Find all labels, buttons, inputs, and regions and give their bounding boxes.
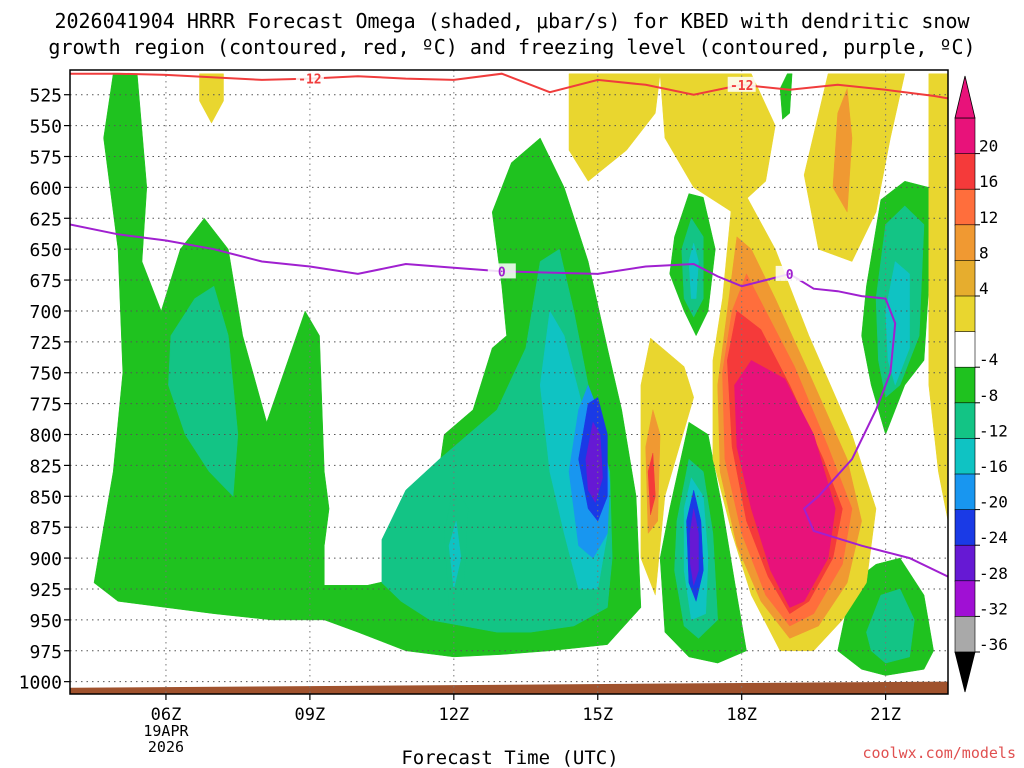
colorbar-label-13: -36 (979, 635, 1008, 654)
omega-region-right-small-green (779, 73, 793, 120)
omega-region-purple-17z-lower (689, 508, 699, 586)
colorbar-label-3: 8 (979, 243, 989, 262)
colorbar-label-1: 16 (979, 172, 998, 191)
colorbar-bin-2 (954, 188, 976, 226)
x-date-label-0: 19APR (143, 722, 189, 740)
colorbar-bin-12 (954, 544, 976, 582)
omega-region-mid-red-16z (647, 452, 656, 515)
y-tick-label-775: 775 (29, 395, 62, 416)
freezing-level-contour-label-1: 0 (786, 268, 794, 283)
y-tick-label-525: 525 (29, 86, 62, 107)
colorbar-label-5: -4 (979, 350, 998, 369)
colorbar-bin-0 (954, 117, 976, 155)
colorbar-label-0: 20 (979, 137, 998, 156)
omega-region-far-right-yellow (928, 73, 948, 522)
temperature-contours: -12 -12 0 0 (70, 70, 948, 578)
y-tick-label-850: 850 (29, 487, 62, 508)
colorbar-label-12: -32 (979, 599, 1008, 618)
x-date-label-1: 2026 (148, 738, 184, 756)
colorbar-bin-1 (954, 153, 976, 191)
colorbar-label-7: -12 (979, 421, 1008, 440)
colorbar-top-arrow (954, 75, 976, 119)
dendritic-contour-label-bg-0 (295, 70, 324, 86)
dendritic-contour-label-bg-1 (727, 76, 756, 92)
omega-region-right-teal-lower (866, 588, 915, 664)
freezing-level-contour-label-bg-1 (775, 265, 804, 281)
plot-gridlines (70, 70, 948, 694)
colorbar-label-4: 4 (979, 279, 989, 298)
colorbar-label-10: -24 (979, 528, 1008, 547)
x-tick-label-09Z: 09Z (295, 705, 326, 725)
x-tick-label-21Z: 21Z (870, 705, 901, 725)
dendritic-contour-label-1: -12 (730, 79, 753, 94)
colorbar-bin-8 (954, 402, 976, 440)
y-tick-label-600: 600 (29, 178, 62, 199)
omega-region-main-magenta (734, 360, 836, 608)
colorbar-bin-13 (954, 580, 976, 618)
y-tick-label-800: 800 (29, 426, 62, 447)
ground-surface (70, 681, 948, 694)
y-tick-label-825: 825 (29, 456, 62, 477)
y-tick-label-700: 700 (29, 302, 62, 323)
freezing-level-contour-label-0: 0 (498, 265, 506, 280)
dendritic-contour-label-0: -12 (298, 73, 321, 88)
colorbar-bin-10 (954, 473, 976, 511)
y-tick-label-575: 575 (29, 147, 62, 168)
plot-frame (69, 69, 949, 695)
y-tick-label-1000: 1000 (19, 673, 62, 694)
colorbar-bin-6 (954, 331, 976, 369)
omega-region-right-orange (832, 88, 853, 213)
colorbar-bin-3 (954, 224, 976, 262)
freezing-level-contour-line (70, 223, 948, 578)
colorbar-bin-5 (954, 295, 976, 333)
y-tick-label-975: 975 (29, 642, 62, 663)
x-tick-label-12Z: 12Z (438, 705, 469, 725)
dendritic-contour-line (70, 72, 948, 100)
freezing-level-contour-label-bg-0 (487, 263, 516, 279)
omega-region-top-small-yellow (199, 73, 224, 124)
chart-title-line1: 2026041904 HRRR Forecast Omega (shaded, … (54, 9, 970, 33)
y-tick-label-725: 725 (29, 333, 62, 354)
colorbar-label-11: -28 (979, 564, 1008, 583)
colorbar-bin-14 (954, 616, 976, 653)
y-tick-label-950: 950 (29, 611, 62, 632)
y-tick-label-875: 875 (29, 518, 62, 539)
omega-region-upper-yellow-a (568, 73, 661, 182)
colorbar-label-2: 12 (979, 208, 998, 227)
omega-region-center-purple (585, 421, 603, 504)
colorbar-label-9: -20 (979, 493, 1008, 512)
colorbar-bottom-arrow (954, 651, 976, 693)
x-axis-label: Forecast Time (UTC) (401, 747, 618, 768)
ground-fill (70, 681, 948, 694)
y-tick-label-750: 750 (29, 364, 62, 385)
omega-region-right-yellow (803, 73, 906, 262)
colorbar-bin-9 (954, 438, 976, 475)
y-tick-label-650: 650 (29, 240, 62, 261)
colorbar-bin-11 (954, 509, 976, 547)
x-tick-label-18Z: 18Z (726, 705, 757, 725)
credit-text: coolwx.com/models (862, 744, 1016, 762)
y-tick-label-900: 900 (29, 549, 62, 570)
x-tick-label-06Z: 06Z (151, 705, 182, 725)
colorbar: 20 16 12 8 4 -4 -8 -12 -16 -20 -24 -28 -32 -36 (954, 75, 1008, 693)
colorbar-bin-7 (954, 366, 976, 404)
x-tick-label-15Z: 15Z (582, 705, 613, 725)
chart-title-line2: growth region (contoured, red, ºC) and f… (48, 35, 975, 59)
y-tick-label-550: 550 (29, 117, 62, 138)
omega-region-mid-yellow-16z (640, 337, 694, 596)
omega-shading (93, 73, 948, 676)
y-tick-label-625: 625 (29, 209, 62, 230)
colorbar-bin-4 (954, 260, 976, 297)
y-tick-label-925: 925 (29, 580, 62, 601)
y-axis: 525 550 575 600 625 650 675 700 725 750 775 800 825 8… (19, 86, 70, 694)
y-tick-label-675: 675 (29, 271, 62, 292)
colorbar-label-6: -8 (979, 386, 998, 405)
colorbar-label-8: -16 (979, 457, 1008, 476)
